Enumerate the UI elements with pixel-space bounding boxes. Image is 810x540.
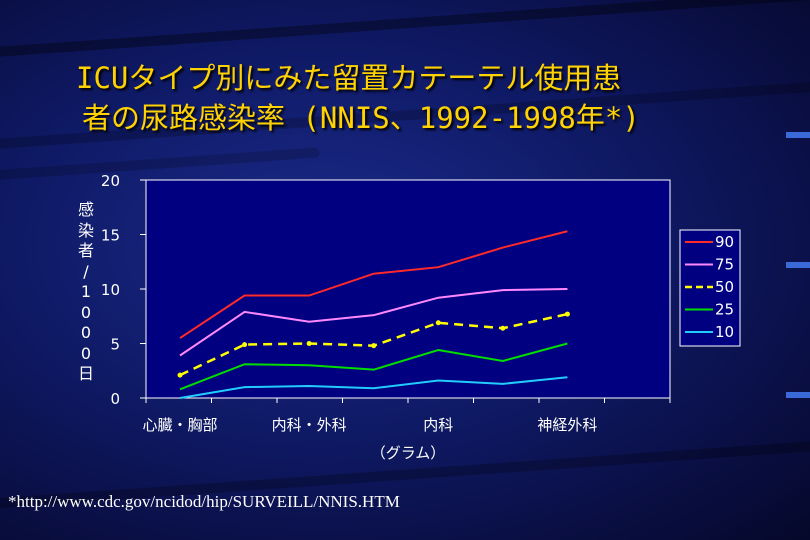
- y-axis-label-char: 0: [80, 323, 92, 342]
- x-tick-label: 内科: [423, 416, 453, 434]
- y-axis-label-char: 0: [80, 343, 92, 363]
- legend-label-90: 90: [715, 233, 734, 251]
- series-point-50: [564, 311, 570, 317]
- y-axis-label-char: 1: [80, 282, 92, 301]
- legend-label-25: 25: [715, 301, 734, 319]
- source-note: *http://www.cdc.gov/ncidod/hip/SURVEILL/…: [8, 492, 400, 511]
- x-tick-label: 内科・外科: [272, 416, 347, 434]
- y-axis-label-char: 感: [77, 200, 94, 219]
- x-tick-label: 心臓・胸部: [142, 416, 217, 434]
- series-line-10: [179, 376, 568, 399]
- series-point-50: [242, 342, 248, 348]
- series-line-90: [179, 230, 568, 339]
- title-line-1: ICUタイプ別にみた留置カテーテル使用患: [76, 61, 622, 95]
- y-axis-label-char: 日: [77, 364, 94, 383]
- y-tick-label: 15: [101, 227, 120, 245]
- plot-area: [145, 179, 671, 399]
- y-tick-label: 0: [110, 390, 120, 408]
- legend-label-10: 10: [715, 323, 734, 341]
- series-line-75: [179, 288, 568, 357]
- y-axis-label-char: 0: [80, 302, 92, 322]
- y-axis-label-char: 者: [77, 241, 94, 260]
- side-decoration: [786, 262, 810, 268]
- series-point-50: [371, 343, 377, 349]
- y-axis-label-char: /: [83, 261, 89, 281]
- title-line-2: 者の尿路感染率 (NNIS、1992-1998年*): [82, 101, 640, 135]
- series-point-50: [435, 320, 441, 326]
- y-tick-label: 10: [101, 281, 120, 299]
- y-axis-label: 感 染 者 / 1 0 0 0 日: [76, 200, 96, 385]
- series-line-25: [179, 342, 568, 391]
- series-point-50: [306, 341, 312, 346]
- side-decoration: [786, 392, 810, 398]
- series-point-50: [177, 372, 183, 378]
- legend-label-75: 75: [715, 256, 734, 274]
- side-decoration: [786, 132, 810, 138]
- slide-title: ICUタイプ別にみた留置カテーテル使用患 者の尿路感染率 (NNIS、1992-…: [76, 58, 776, 138]
- legend-label-50: 50: [715, 278, 734, 296]
- series-point-50: [500, 325, 506, 331]
- x-tick-label: 神経外科: [537, 416, 597, 434]
- x-axis-label: （グラム）: [371, 444, 446, 462]
- y-axis-label-char: 染: [77, 220, 94, 240]
- y-tick-label: 5: [110, 336, 120, 354]
- y-tick-label: 20: [101, 172, 120, 190]
